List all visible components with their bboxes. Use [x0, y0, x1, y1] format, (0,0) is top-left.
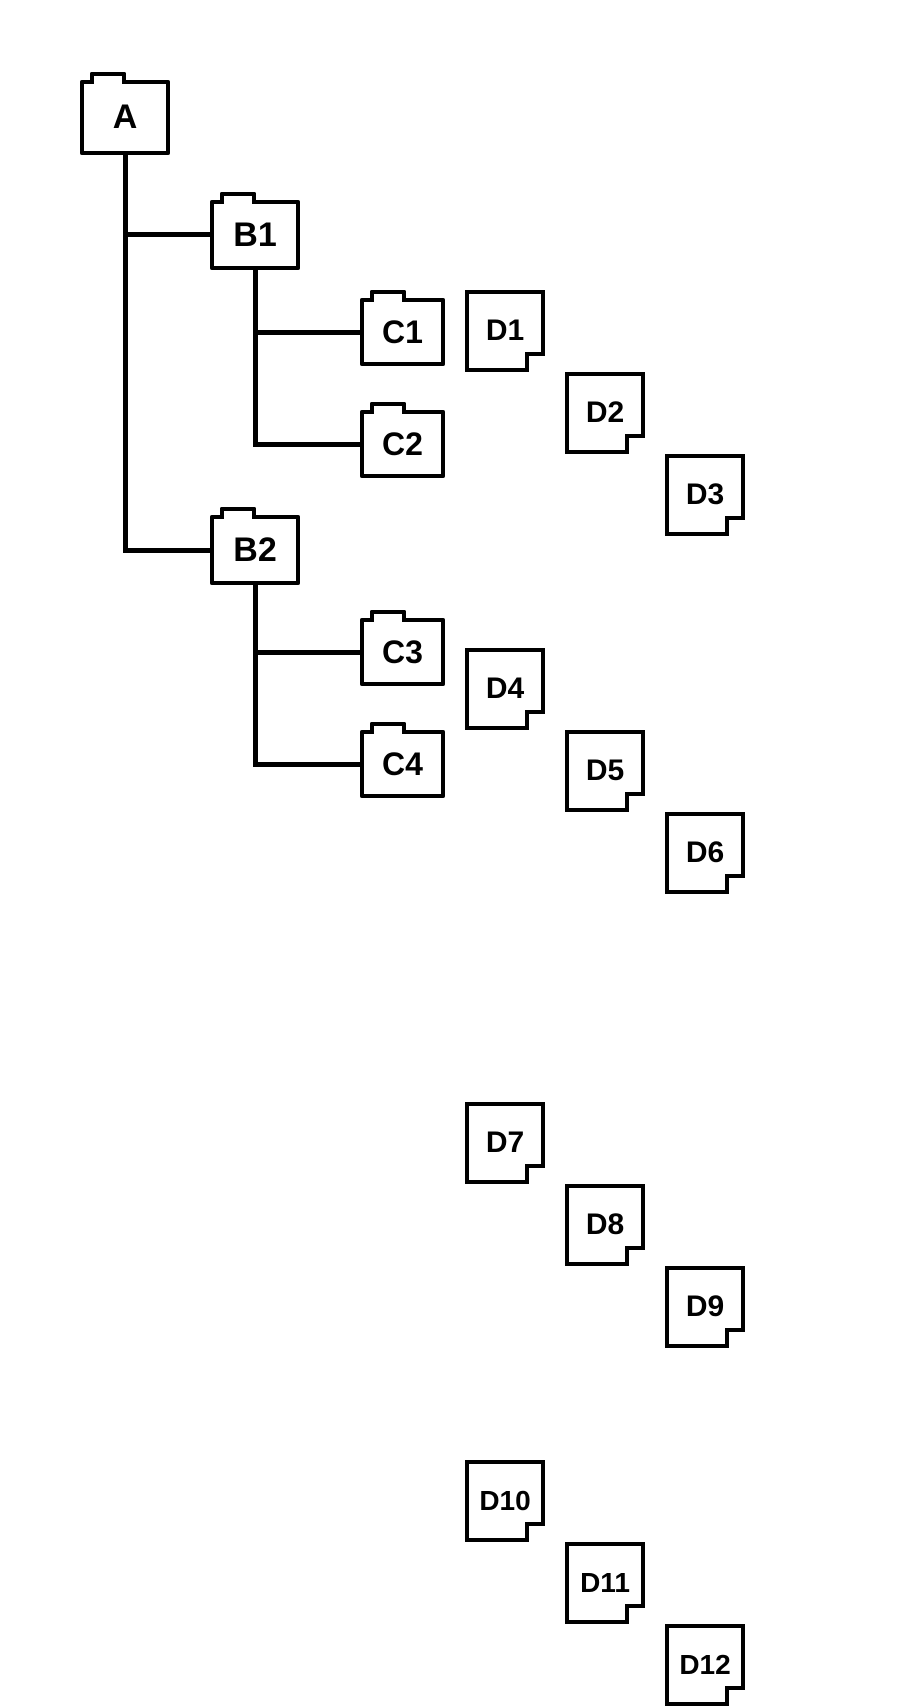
file-node-d10: D10 — [465, 1460, 545, 1542]
folder-node-c2: C2 — [360, 410, 445, 478]
folder-node-c4: C4 — [360, 730, 445, 798]
node-label: D4 — [486, 672, 524, 706]
node-label: D5 — [586, 754, 624, 788]
connector-b2-vertical — [253, 585, 258, 767]
folder-node-b1: B1 — [210, 200, 300, 270]
node-label: D2 — [586, 396, 624, 430]
node-label: D6 — [686, 836, 724, 870]
connector-a-b2 — [123, 548, 210, 553]
connector-b2-c4 — [253, 762, 360, 767]
node-label: D8 — [586, 1208, 624, 1242]
folder-node-b2: B2 — [210, 515, 300, 585]
node-label: D12 — [679, 1649, 730, 1681]
file-node-d12: D12 — [665, 1624, 745, 1706]
node-label: C4 — [382, 746, 423, 783]
file-node-d1: D1 — [465, 290, 545, 372]
file-node-d7: D7 — [465, 1102, 545, 1184]
tree-diagram: A B1 B2 C1 C2 C3 C4 D1 D2 D3 D4 D5 D6 D7 — [0, 0, 905, 873]
file-node-d2: D2 — [565, 372, 645, 454]
connector-b1-c1 — [253, 330, 360, 335]
node-label: D1 — [486, 314, 524, 348]
connector-a-vertical — [123, 155, 128, 553]
node-label: C1 — [382, 314, 423, 351]
folder-node-a: A — [80, 80, 170, 155]
file-node-d5: D5 — [565, 730, 645, 812]
node-label: D3 — [686, 478, 724, 512]
file-node-d11: D11 — [565, 1542, 645, 1624]
folder-node-c1: C1 — [360, 298, 445, 366]
connector-a-b1 — [123, 232, 210, 237]
connector-b1-c2 — [253, 442, 360, 447]
node-label: D10 — [479, 1485, 530, 1517]
node-label: A — [113, 98, 138, 137]
node-label: D11 — [580, 1567, 630, 1599]
node-label: C3 — [382, 634, 423, 671]
node-label: B1 — [233, 216, 276, 255]
file-node-d3: D3 — [665, 454, 745, 536]
file-node-d4: D4 — [465, 648, 545, 730]
file-node-d9: D9 — [665, 1266, 745, 1348]
node-label: D7 — [486, 1126, 524, 1160]
file-node-d8: D8 — [565, 1184, 645, 1266]
node-label: C2 — [382, 426, 423, 463]
connector-b1-vertical — [253, 270, 258, 447]
node-label: D9 — [686, 1290, 724, 1324]
file-node-d6: D6 — [665, 812, 745, 894]
folder-node-c3: C3 — [360, 618, 445, 686]
node-label: B2 — [233, 531, 276, 570]
connector-b2-c3 — [253, 650, 360, 655]
